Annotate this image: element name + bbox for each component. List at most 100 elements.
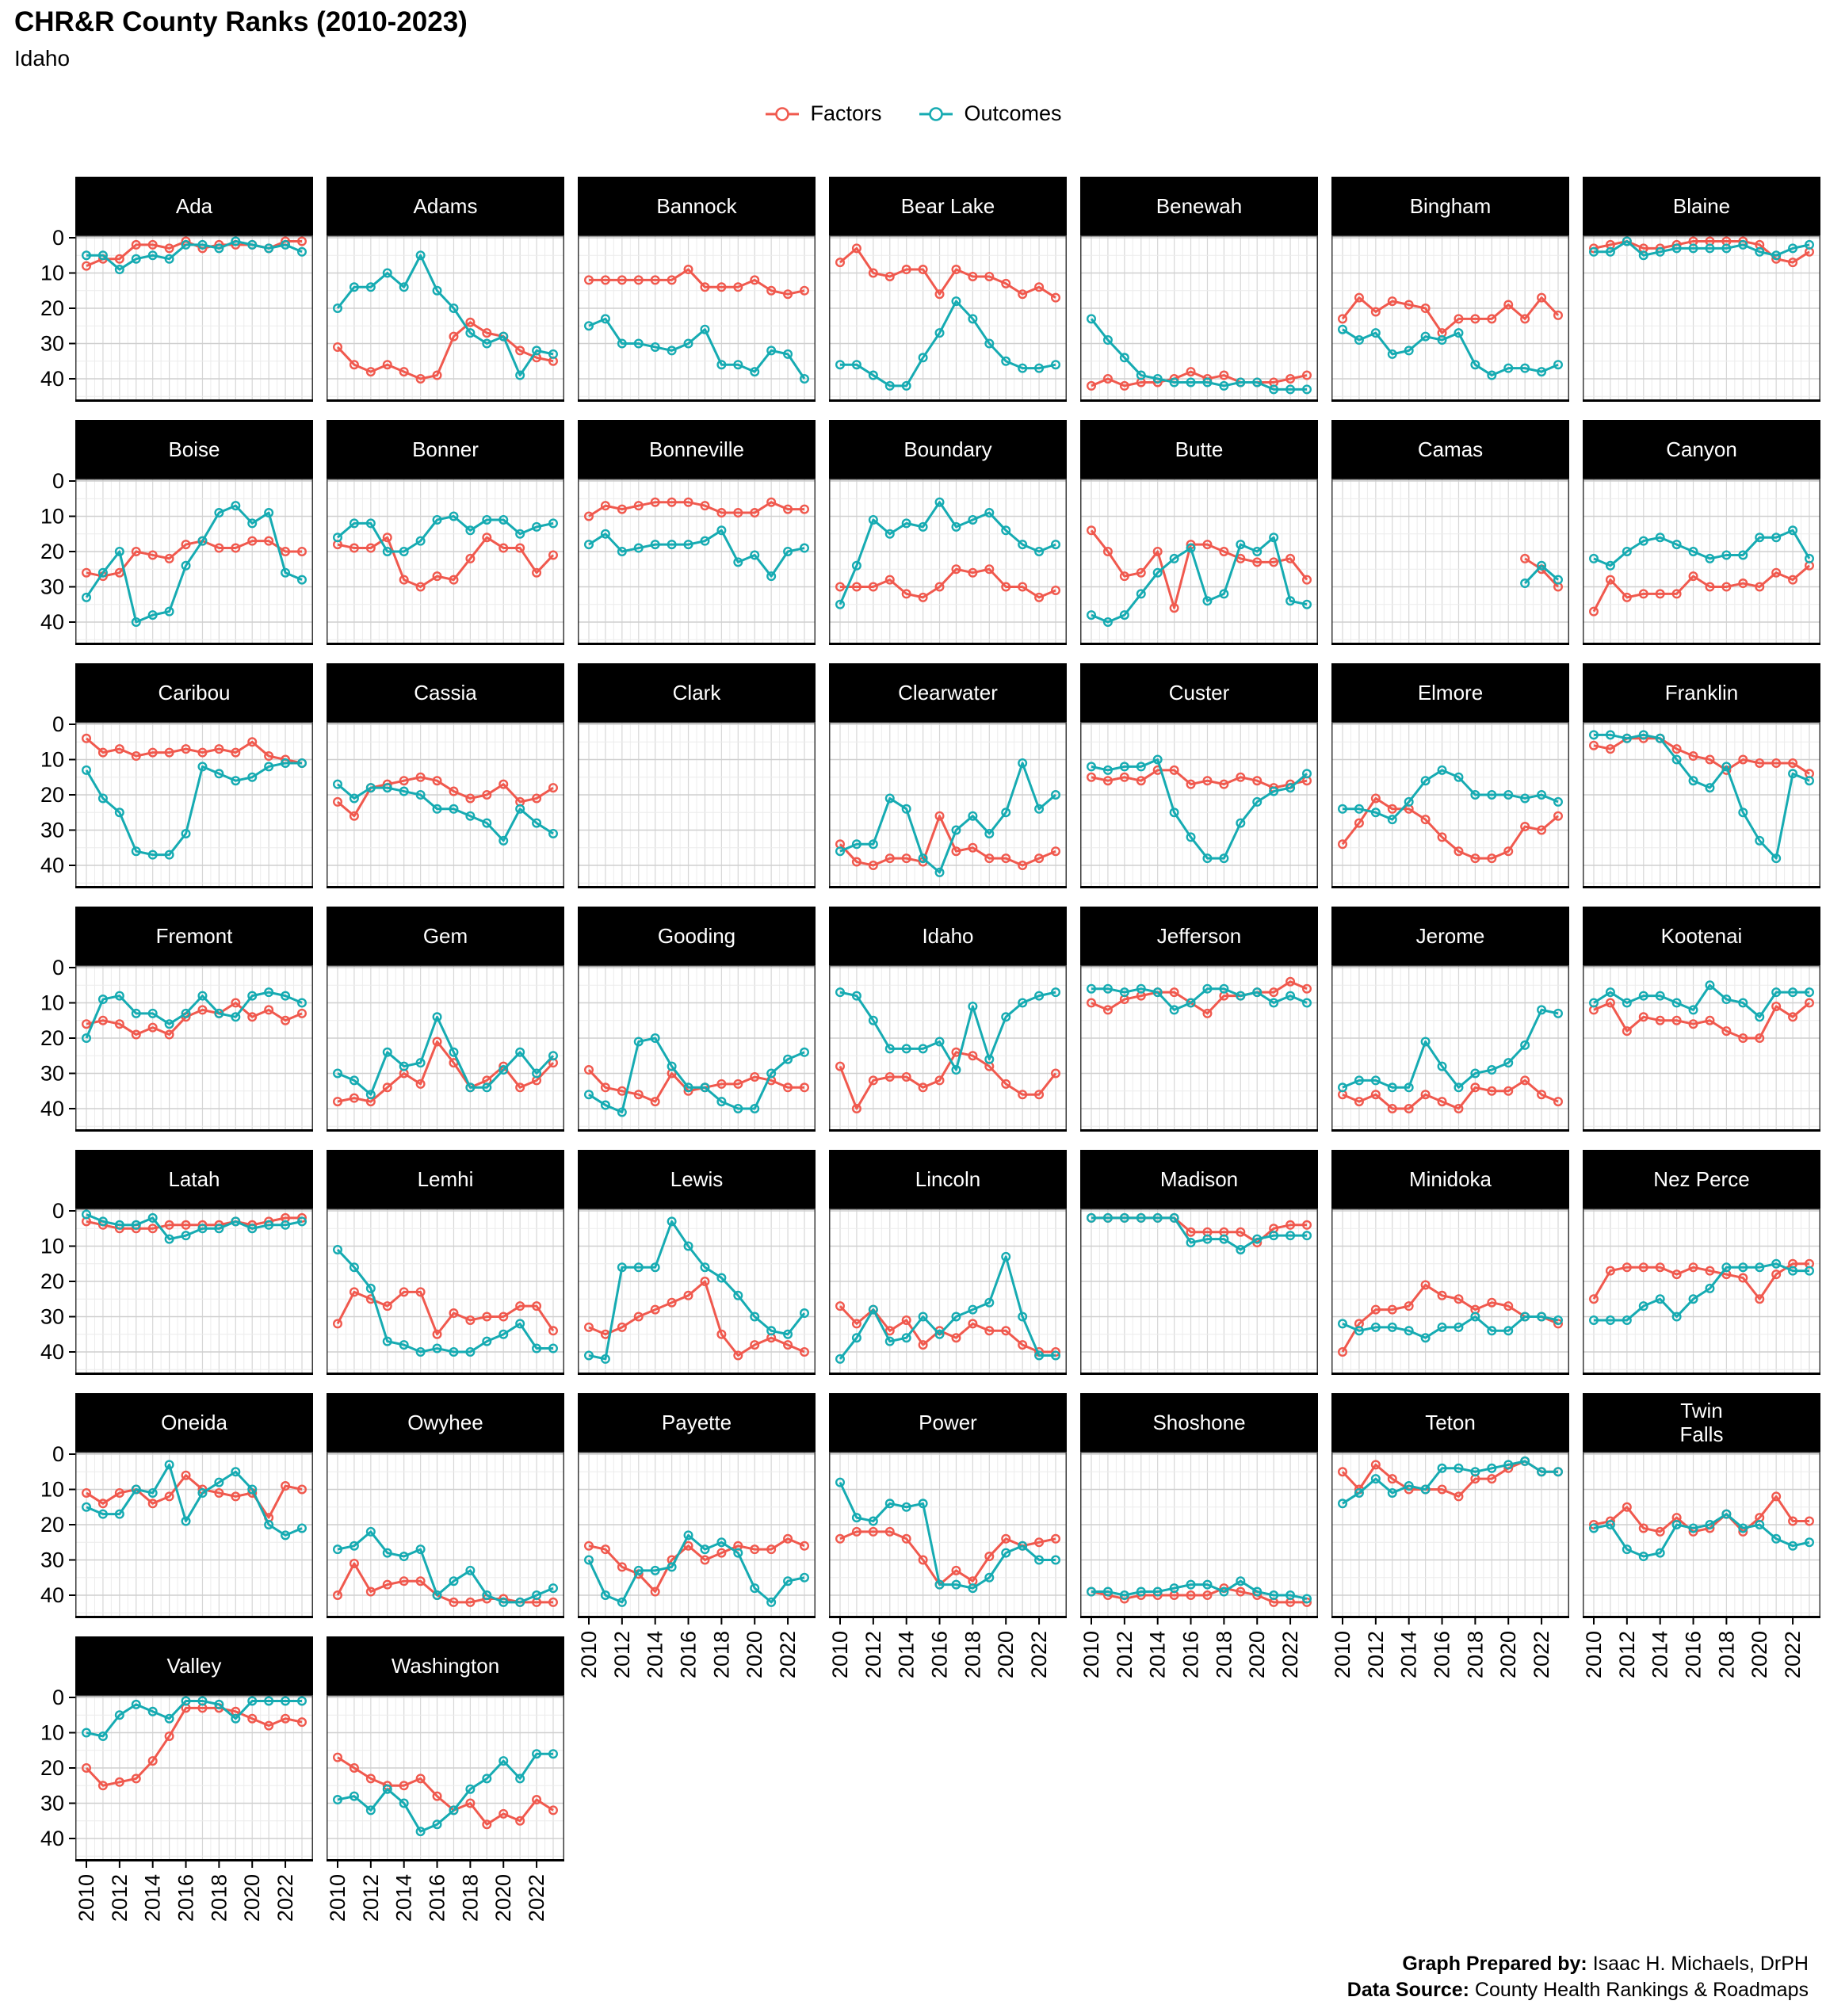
factors-point — [1738, 1273, 1748, 1283]
outcomes-point — [1119, 610, 1129, 620]
facet-strip — [75, 907, 313, 965]
factors-point — [1503, 300, 1514, 310]
outcomes-point — [1001, 1251, 1011, 1262]
outcomes-point — [750, 367, 760, 377]
outcomes-point — [382, 783, 392, 793]
factors-point — [1454, 314, 1464, 324]
outcomes-point — [1437, 765, 1447, 775]
factors-point — [449, 575, 459, 585]
outcomes-point — [1622, 236, 1632, 246]
y-axis-tick-label: 10 — [40, 505, 64, 529]
factors-point — [281, 1015, 291, 1025]
outcomes-point — [934, 1329, 945, 1339]
factors-point — [851, 1526, 861, 1537]
outcomes-point — [465, 811, 476, 821]
outcomes-point — [868, 514, 878, 525]
outcomes-point — [1655, 246, 1665, 257]
outcomes-point — [1269, 384, 1279, 395]
outcomes-point — [1805, 1266, 1815, 1276]
outcomes-point — [1655, 533, 1665, 543]
factors-point — [984, 853, 995, 864]
factors-point — [399, 367, 409, 377]
outcomes-point — [1771, 987, 1782, 998]
outcomes-point — [297, 1523, 308, 1533]
outcomes-line — [86, 1463, 303, 1537]
facet-latah: Latah 0 10 20 30 40 — [40, 1150, 313, 1375]
factors-point — [1520, 1075, 1530, 1086]
facet-strip — [1583, 1393, 1820, 1452]
outcomes-point — [131, 1220, 141, 1230]
outcomes-point — [1269, 1590, 1279, 1600]
outcomes-point — [1169, 553, 1179, 563]
outcomes-point — [1051, 1555, 1061, 1565]
outcomes-point — [984, 1054, 995, 1064]
outcomes-point — [1337, 324, 1348, 334]
factors-point — [951, 564, 961, 575]
outcomes-point — [1537, 1467, 1547, 1477]
outcomes-point — [1119, 762, 1129, 772]
factors-point — [532, 1795, 542, 1805]
outcomes-point — [766, 346, 777, 356]
outcomes-point — [1302, 1594, 1312, 1604]
outcomes-point — [1437, 1322, 1447, 1332]
facet-strip — [1583, 1150, 1820, 1208]
factors-point — [82, 1762, 92, 1773]
x-axis-tick-label: 2014 — [1648, 1631, 1672, 1678]
outcomes-point — [281, 758, 291, 768]
x-axis-tick-label: 2016 — [1431, 1631, 1454, 1678]
factors-point — [968, 567, 978, 578]
factors-point — [901, 1533, 911, 1544]
outcomes-point — [1169, 1583, 1179, 1594]
outcomes-point — [1252, 796, 1263, 807]
outcomes-point — [499, 1065, 509, 1075]
outcomes-point — [1721, 1262, 1732, 1273]
facet-strip — [1080, 663, 1318, 722]
facet-title: Madison — [1160, 1167, 1238, 1191]
facet-boundary: Boundary — [829, 420, 1067, 645]
factors-point — [1102, 776, 1113, 786]
outcomes-point — [1805, 1537, 1815, 1548]
outcomes-point — [465, 1784, 476, 1794]
outcomes-point — [1738, 1262, 1748, 1273]
outcomes-point — [1186, 377, 1196, 388]
outcomes-point — [1788, 243, 1798, 254]
factors-point — [1705, 582, 1715, 592]
outcomes-point — [1051, 1350, 1061, 1361]
factors-point — [1788, 1516, 1798, 1526]
factors-point — [214, 744, 224, 754]
outcomes-point — [667, 1061, 677, 1071]
outcomes-point — [1537, 1312, 1547, 1322]
outcomes-point — [1588, 246, 1599, 257]
factors-point — [1186, 367, 1196, 377]
facet-strip — [327, 907, 564, 965]
factors-point — [1755, 582, 1765, 592]
outcomes-point — [1553, 575, 1564, 585]
outcomes-point — [231, 501, 241, 511]
y-axis-tick-label: 10 — [40, 1478, 64, 1502]
outcomes-point — [1638, 1301, 1648, 1312]
outcomes-point — [800, 1047, 810, 1057]
outcomes-point — [1738, 808, 1748, 818]
outcomes-point — [365, 783, 376, 793]
outcomes-point — [984, 1297, 995, 1308]
outcomes-point — [1236, 377, 1246, 388]
x-axis-tick-label: 2022 — [1781, 1631, 1805, 1678]
outcomes-point — [1202, 853, 1213, 864]
outcomes-point — [1705, 1519, 1715, 1529]
outcomes-point — [750, 1583, 760, 1594]
factors-point — [583, 1322, 594, 1332]
y-axis-tick-label: 30 — [40, 819, 64, 842]
factors-point — [465, 1315, 476, 1325]
outcomes-point — [532, 1749, 542, 1759]
factors-point — [1186, 1227, 1196, 1237]
y-axis-tick-label: 30 — [40, 1792, 64, 1816]
factors-point — [934, 289, 945, 300]
factors-point — [365, 1774, 376, 1784]
x-axis-tick-label: 2020 — [743, 1631, 766, 1678]
outcomes-point — [147, 610, 158, 620]
outcomes-point — [1252, 377, 1263, 388]
y-axis-tick-label: 20 — [40, 1756, 64, 1780]
outcomes-point — [515, 529, 525, 539]
outcomes-point — [231, 776, 241, 786]
outcomes-point — [1688, 1005, 1698, 1015]
